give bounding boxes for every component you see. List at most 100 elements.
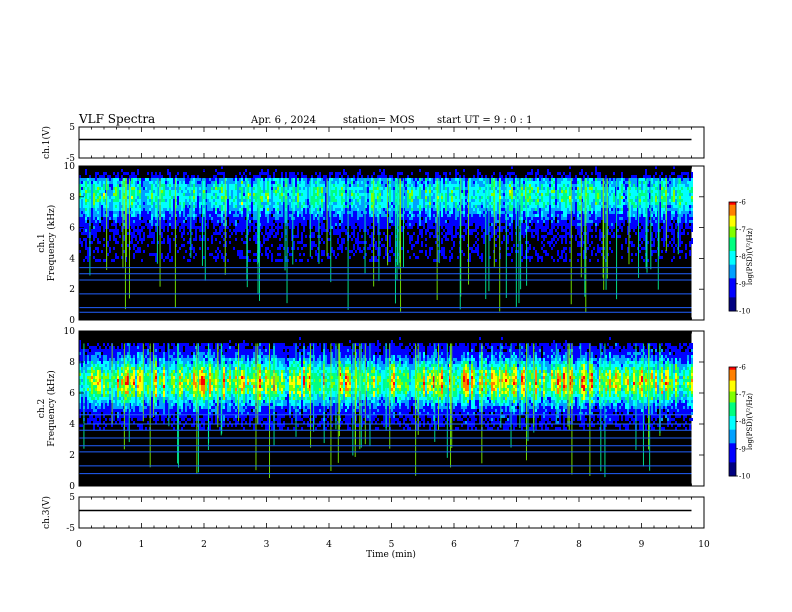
heatmap-cell	[253, 178, 255, 181]
heatmap-cell	[167, 241, 169, 244]
heatmap-cell	[523, 226, 525, 229]
heatmap-cell	[153, 220, 155, 223]
heatmap-cell	[491, 184, 493, 187]
heatmap-cell	[149, 199, 151, 202]
heatmap-cell	[425, 253, 427, 256]
heatmap-cell	[241, 256, 243, 259]
heatmap-cell	[213, 202, 215, 205]
heatmap-cell	[463, 229, 465, 232]
heatmap-cell	[231, 232, 233, 235]
heatmap-cell	[177, 223, 179, 226]
heatmap-cell	[195, 229, 197, 232]
heatmap-cell	[95, 232, 97, 235]
heatmap-cell	[441, 238, 443, 241]
heatmap-cell	[369, 259, 371, 262]
heatmap-cell	[513, 190, 515, 193]
heatmap-cell	[409, 208, 411, 211]
heatmap-cell	[447, 208, 449, 211]
heatmap-cell	[197, 202, 199, 205]
heatmap-cell	[363, 229, 365, 232]
heatmap-cell	[173, 202, 175, 205]
heatmap-cell	[245, 226, 247, 229]
heatmap-cell	[335, 181, 337, 184]
heatmap-cell	[243, 181, 245, 184]
heatmap-cell	[235, 226, 237, 229]
heatmap-cell	[451, 220, 453, 223]
heatmap-cell	[487, 196, 489, 199]
heatmap-cell	[151, 226, 153, 229]
heatmap-cell	[131, 217, 133, 220]
heatmap-cell	[325, 229, 327, 232]
heatmap-cell	[523, 190, 525, 193]
heatmap-cell	[281, 244, 283, 247]
heatmap-cell	[181, 193, 183, 196]
heatmap-cell	[207, 247, 209, 250]
heatmap-cell	[471, 247, 473, 250]
heatmap-cell	[143, 190, 145, 193]
heatmap-cell	[363, 256, 365, 259]
heatmap-cell	[133, 217, 135, 220]
heatmap-cell	[195, 238, 197, 241]
heatmap-cell	[331, 181, 333, 184]
heatmap-cell	[367, 202, 369, 205]
heatmap-cell	[391, 232, 393, 235]
heatmap-cell	[341, 223, 343, 226]
heatmap-cell	[213, 181, 215, 184]
heatmap-cell	[149, 253, 151, 256]
heatmap-cell	[241, 187, 243, 190]
heatmap-cell	[149, 223, 151, 226]
heatmap-cell	[227, 190, 229, 193]
heatmap-cell	[283, 181, 285, 184]
heatmap-cell	[403, 220, 405, 223]
heatmap-cell	[507, 238, 509, 241]
heatmap-cell	[223, 220, 225, 223]
heatmap-cell	[217, 187, 219, 190]
heatmap-cell	[311, 205, 313, 208]
heatmap-cell	[321, 205, 323, 208]
heatmap-cell	[159, 175, 161, 178]
heatmap-cell	[127, 226, 129, 229]
heatmap-cell	[211, 241, 213, 244]
heatmap-cell	[243, 196, 245, 199]
heatmap-cell	[339, 193, 341, 196]
heatmap-cell	[391, 214, 393, 217]
heatmap-cell	[439, 181, 441, 184]
heatmap-cell	[239, 217, 241, 220]
heatmap-cell	[97, 205, 99, 208]
heatmap-cell	[229, 178, 231, 181]
heatmap-cell	[383, 205, 385, 208]
heatmap-cell	[85, 178, 87, 181]
heatmap-cell	[525, 253, 527, 256]
heatmap-cell	[295, 223, 297, 226]
heatmap-cell	[355, 190, 357, 193]
heatmap-cell	[273, 172, 275, 175]
heatmap-cell	[335, 202, 337, 205]
heatmap-cell	[319, 184, 321, 187]
heatmap-cell	[409, 184, 411, 187]
heatmap-cell	[313, 193, 315, 196]
heatmap-cell	[479, 217, 481, 220]
heatmap-cell	[123, 211, 125, 214]
heatmap-cell	[423, 223, 425, 226]
heatmap-cell	[177, 217, 179, 220]
heatmap-cell	[453, 196, 455, 199]
heatmap-cell	[111, 211, 113, 214]
heatmap-cell	[413, 244, 415, 247]
heatmap-cell	[215, 223, 217, 226]
heatmap-cell	[133, 181, 135, 184]
heatmap-cell	[523, 214, 525, 217]
heatmap-cell	[137, 178, 139, 181]
heatmap-cell	[135, 196, 137, 199]
heatmap-cell	[245, 214, 247, 217]
heatmap-cell	[341, 187, 343, 190]
heatmap-cell	[127, 199, 129, 202]
heatmap-cell	[439, 184, 441, 187]
heatmap-cell	[279, 181, 281, 184]
heatmap-cell	[429, 250, 431, 253]
heatmap-cell	[233, 199, 235, 202]
heatmap-cell	[545, 184, 547, 187]
heatmap-cell	[237, 181, 239, 184]
heatmap-cell	[391, 184, 393, 187]
heatmap-cell	[247, 196, 249, 199]
heatmap-cell	[263, 205, 265, 208]
